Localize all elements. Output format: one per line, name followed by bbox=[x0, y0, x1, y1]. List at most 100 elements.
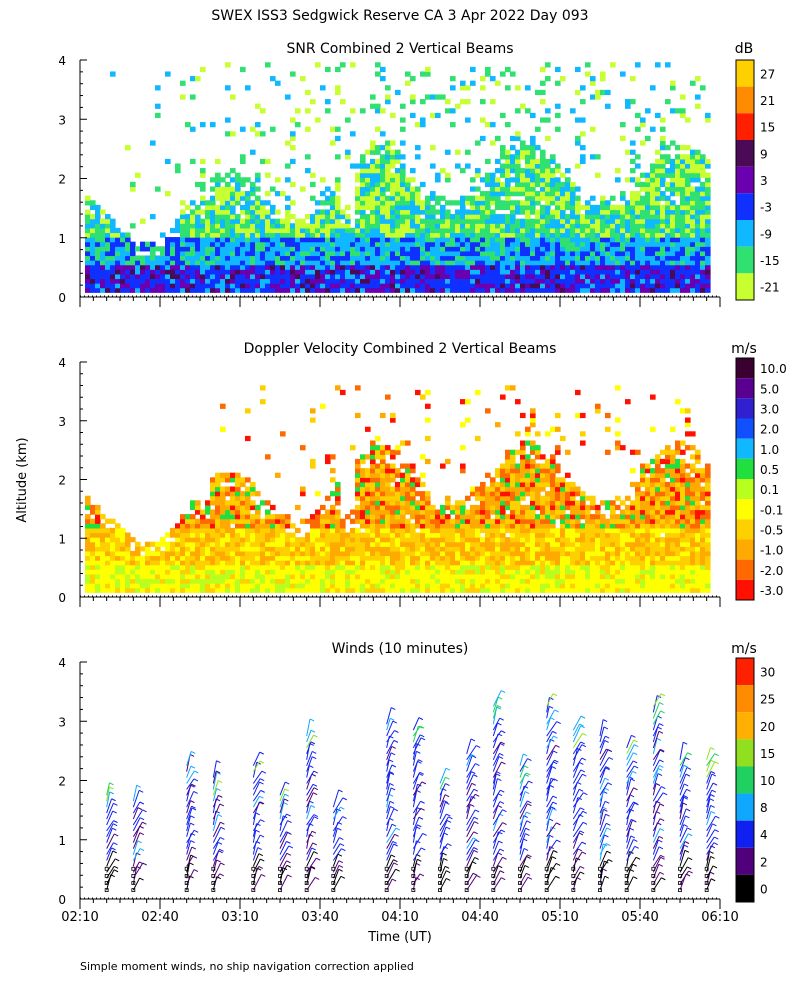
heatmap-cell bbox=[185, 587, 191, 593]
heatmap-cell bbox=[310, 237, 316, 243]
heatmap-cell bbox=[420, 481, 426, 488]
heatmap-cell bbox=[250, 218, 256, 224]
heatmap-cell bbox=[615, 232, 621, 238]
heatmap-cell bbox=[505, 232, 511, 238]
heatmap-cell bbox=[405, 468, 411, 474]
heatmap-cell bbox=[380, 177, 386, 183]
heatmap-cell bbox=[685, 255, 691, 261]
heatmap-cell bbox=[210, 200, 216, 206]
heatmap-cell bbox=[515, 154, 521, 160]
heatmap-cell bbox=[380, 255, 386, 261]
heatmap-cell bbox=[690, 223, 696, 229]
heatmap-cell bbox=[425, 518, 431, 524]
heatmap-cell bbox=[495, 486, 501, 492]
heatmap-cell bbox=[625, 209, 631, 215]
heatmap-cell bbox=[310, 255, 316, 261]
heatmap-cell bbox=[450, 122, 456, 128]
heatmap-cell bbox=[125, 532, 131, 538]
heatmap-cell bbox=[545, 250, 551, 257]
heatmap-cell bbox=[375, 145, 381, 151]
heatmap-cell bbox=[275, 560, 281, 566]
heatmap-cell bbox=[150, 564, 156, 570]
heatmap-cell bbox=[180, 223, 186, 229]
heatmap-cell bbox=[220, 523, 226, 529]
heatmap-cell bbox=[365, 287, 371, 293]
heatmap-cell bbox=[540, 218, 546, 224]
heatmap-cell bbox=[290, 555, 296, 561]
heatmap-cell bbox=[480, 214, 486, 220]
heatmap-cell bbox=[480, 273, 486, 280]
heatmap-cell bbox=[615, 255, 621, 261]
heatmap-cell bbox=[600, 250, 606, 257]
heatmap-cell bbox=[460, 532, 466, 538]
heatmap-cell bbox=[460, 223, 466, 229]
heatmap-cell bbox=[225, 269, 231, 275]
heatmap-cell bbox=[400, 541, 406, 547]
heatmap-cell bbox=[270, 578, 276, 584]
heatmap-cell bbox=[605, 200, 611, 206]
heatmap-cell bbox=[325, 250, 331, 257]
heatmap-cell bbox=[610, 255, 616, 261]
heatmap-cell bbox=[355, 560, 361, 566]
heatmap-cell bbox=[625, 223, 631, 229]
heatmap-cell bbox=[265, 255, 271, 261]
heatmap-cell bbox=[275, 237, 281, 243]
heatmap-cell bbox=[360, 532, 366, 538]
heatmap-cell bbox=[400, 587, 406, 593]
heatmap-cell bbox=[390, 583, 396, 589]
heatmap-cell bbox=[120, 541, 126, 547]
heatmap-cell bbox=[545, 278, 551, 284]
heatmap-cell bbox=[255, 103, 261, 109]
heatmap-cell bbox=[305, 168, 311, 174]
heatmap-cell bbox=[510, 223, 516, 229]
heatmap-cell bbox=[665, 186, 671, 192]
heatmap-cell bbox=[495, 495, 501, 501]
heatmap-cell bbox=[105, 250, 111, 257]
heatmap-cell bbox=[305, 587, 311, 593]
heatmap-cell bbox=[535, 145, 541, 151]
heatmap-cell bbox=[420, 523, 426, 529]
heatmap-cell bbox=[150, 255, 156, 261]
heatmap-cell bbox=[515, 550, 521, 557]
heatmap-cell bbox=[480, 135, 486, 142]
heatmap-cell bbox=[420, 569, 426, 575]
heatmap-cell bbox=[675, 241, 681, 247]
heatmap-cell bbox=[660, 158, 666, 165]
heatmap-cell bbox=[405, 555, 411, 561]
heatmap-cell bbox=[205, 509, 211, 515]
heatmap-cell bbox=[390, 412, 396, 419]
heatmap-cell bbox=[205, 504, 211, 511]
heatmap-cell bbox=[350, 555, 356, 561]
heatmap-cell bbox=[585, 200, 591, 206]
heatmap-cell bbox=[290, 569, 296, 575]
heatmap-cell bbox=[470, 514, 476, 520]
heatmap-cell bbox=[235, 500, 241, 506]
heatmap-cell bbox=[235, 495, 241, 501]
heatmap-cell bbox=[490, 495, 496, 501]
heatmap-cell bbox=[250, 546, 256, 552]
heatmap-cell bbox=[415, 283, 421, 289]
heatmap-cell bbox=[145, 264, 151, 270]
heatmap-cell bbox=[290, 71, 296, 77]
heatmap-cell bbox=[630, 168, 636, 174]
heatmap-cell bbox=[120, 246, 126, 252]
heatmap-cell bbox=[575, 260, 581, 266]
heatmap-cell bbox=[105, 550, 111, 557]
heatmap-cell bbox=[345, 546, 351, 552]
heatmap-cell bbox=[675, 237, 681, 243]
heatmap-cell bbox=[240, 241, 246, 247]
heatmap-cell bbox=[565, 287, 571, 293]
heatmap-cell bbox=[505, 495, 511, 501]
heatmap-cell bbox=[180, 587, 186, 593]
heatmap-cell bbox=[100, 532, 106, 538]
heatmap-cell bbox=[565, 250, 571, 257]
heatmap-cell bbox=[520, 241, 526, 247]
heatmap-cell bbox=[170, 583, 176, 589]
heatmap-cell bbox=[340, 527, 346, 534]
heatmap-cell bbox=[675, 218, 681, 224]
heatmap-cell bbox=[555, 177, 561, 183]
heatmap-cell bbox=[535, 237, 541, 243]
heatmap-cell bbox=[520, 103, 526, 109]
heatmap-cell bbox=[125, 269, 131, 275]
heatmap-cell bbox=[200, 537, 206, 543]
